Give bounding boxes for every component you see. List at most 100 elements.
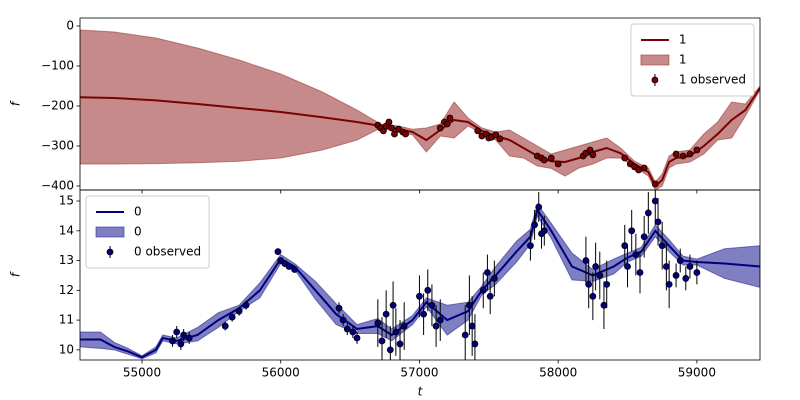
legend-label: 0 (134, 205, 142, 219)
y-tick-label: 10 (59, 342, 74, 356)
observed-point (490, 275, 498, 282)
observed-point (169, 337, 176, 345)
observed-point (554, 160, 562, 168)
observed-point (389, 301, 397, 309)
observed-point (180, 331, 188, 339)
observed-point (592, 263, 600, 270)
observed-point (589, 151, 597, 159)
observed-point (582, 257, 590, 264)
legend-label: 0 (134, 225, 142, 239)
observed-point (484, 269, 491, 276)
observed-point (274, 248, 282, 256)
observed-point (672, 150, 680, 158)
observed-point (651, 180, 659, 188)
y-tick-label: −400 (41, 179, 74, 193)
observed-point (686, 263, 694, 270)
observed-point (540, 156, 548, 164)
observed-point (621, 154, 629, 162)
observed-point (353, 334, 361, 342)
observed-point (665, 280, 673, 288)
observed-point (396, 340, 404, 348)
observed-point (672, 272, 680, 279)
legend-label: 1 (679, 53, 687, 67)
legend-marker (106, 248, 114, 256)
observed-point (474, 127, 482, 135)
observed-point (635, 166, 643, 174)
observed-point (600, 301, 608, 309)
observed-point (436, 316, 444, 324)
observed-point (443, 120, 451, 128)
observed-point (400, 322, 408, 330)
axes-frame (79, 189, 761, 361)
observed-point (285, 263, 293, 270)
x-tick-label: 55000 (123, 366, 161, 380)
legend-label: 1 observed (679, 73, 746, 87)
observed-point (386, 346, 394, 354)
observed-point (428, 301, 436, 309)
model-line (80, 87, 760, 188)
observed-point (392, 328, 400, 336)
observed-point (693, 269, 701, 276)
observed-point (235, 307, 243, 315)
observed-point (177, 340, 185, 348)
y-tick-label: −300 (41, 139, 74, 153)
x-tick-label: 59000 (678, 366, 716, 380)
observed-point (468, 322, 476, 330)
observed-point (686, 150, 694, 158)
x-tick-label: 58000 (539, 366, 577, 380)
y-tick-label: 13 (59, 253, 74, 267)
y-axis-label: f (9, 271, 23, 277)
legend-marker (651, 76, 659, 84)
observed-point (693, 146, 701, 154)
observed-point (173, 328, 181, 336)
legend-band (95, 226, 125, 238)
legend-box (630, 23, 755, 97)
observed-point (621, 242, 629, 250)
observed-point (640, 233, 648, 241)
observed-point (446, 114, 454, 122)
observed-point (651, 197, 659, 205)
legend: 0 0 0 observed (85, 195, 210, 269)
observed-point (242, 301, 250, 309)
observed-point (221, 322, 229, 330)
legend-label: 1 (679, 33, 687, 47)
y-axis-label: f (9, 100, 23, 106)
observed-point (596, 272, 604, 279)
observed-point (185, 334, 193, 342)
observed-point (374, 319, 382, 327)
observed-point (679, 152, 687, 160)
y-tick-label: 14 (59, 223, 74, 237)
observed-point (636, 269, 644, 276)
observed-point (391, 130, 398, 138)
observed-point (527, 242, 534, 250)
observed-point (291, 266, 298, 273)
y-tick-label: 11 (59, 313, 74, 327)
observed-point (479, 286, 487, 294)
legend-label: 0 observed (134, 245, 201, 259)
y-tick-label: −100 (41, 59, 74, 73)
y-tick-label: 0 (66, 19, 74, 33)
observed-point (662, 263, 670, 270)
observed-point (682, 275, 690, 282)
observed-point (402, 130, 409, 138)
observed-point (628, 227, 636, 235)
observed-point (531, 221, 538, 229)
observed-point (676, 257, 684, 264)
legend-band (640, 54, 670, 66)
observed-point (540, 227, 548, 235)
y-tick-label: 15 (59, 194, 74, 208)
observed-point (585, 280, 593, 288)
observed-point (378, 337, 386, 345)
observed-point (349, 328, 357, 336)
legend: 1 1 1 observed (630, 23, 755, 97)
y-tick-label: 12 (59, 283, 74, 297)
observed-point (432, 322, 440, 330)
observed-point (535, 203, 543, 211)
observed-point (589, 292, 597, 300)
x-axis-label: t (418, 385, 424, 399)
observed-point (416, 292, 423, 300)
observed-point (471, 340, 479, 348)
observed-point (624, 263, 631, 270)
observed-point (496, 135, 504, 143)
